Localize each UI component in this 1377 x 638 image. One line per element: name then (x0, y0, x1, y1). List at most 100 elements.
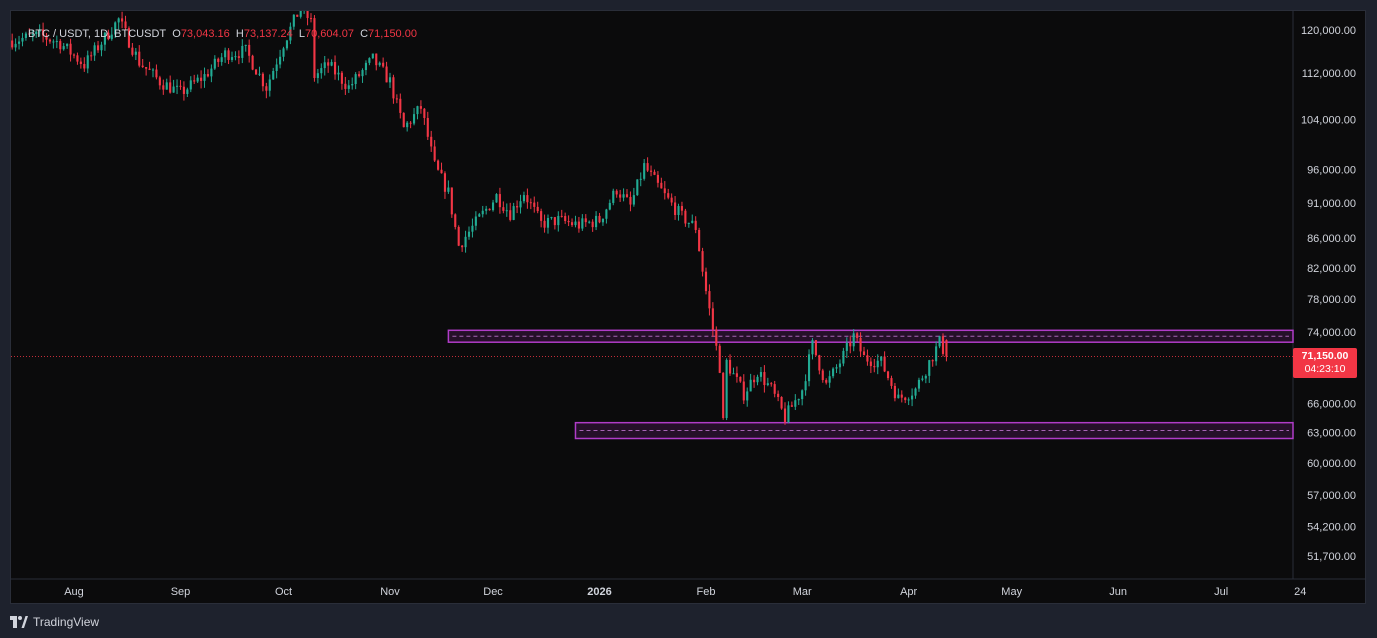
y-tick-label: 96,000.00 (1307, 164, 1356, 176)
x-tick-label: May (1001, 586, 1022, 598)
candle-body-111 (392, 77, 395, 99)
candle-body-246 (856, 333, 859, 339)
candle-body-71 (254, 69, 258, 75)
candle-body-24 (93, 45, 96, 56)
candle-body-149 (522, 195, 526, 202)
ohlc-legend: BTC / USDT, 1D, BTCUSDT O73,043.16 H73,1… (28, 28, 417, 40)
candle-body-175 (612, 190, 615, 203)
candle-body-141 (495, 194, 498, 203)
candle-body-202 (704, 271, 708, 292)
candle-body-104 (368, 58, 371, 63)
candle-body-122 (430, 136, 433, 147)
candle-body-65 (234, 56, 237, 58)
candle-body-53 (193, 80, 196, 82)
candle-body-48 (175, 85, 179, 87)
candle-body-235 (818, 355, 821, 371)
candle-body-249 (866, 355, 869, 362)
x-tick-label: Nov (380, 586, 400, 598)
candle-body-118 (416, 106, 419, 115)
candle-body-268 (931, 360, 934, 362)
footer-branding[interactable]: TradingView (10, 613, 99, 631)
candle-body-170 (595, 215, 598, 228)
candle-body-228 (794, 400, 797, 407)
candle-body-19 (76, 55, 79, 62)
candle-body-267 (928, 360, 931, 376)
y-tick-label: 51,700.00 (1307, 551, 1356, 563)
candle-body-142 (498, 194, 501, 208)
candle-body-196 (684, 210, 687, 224)
candle-body-52 (189, 80, 192, 90)
candle-body-57 (206, 74, 210, 77)
candle-body-51 (186, 89, 189, 94)
candle-body-215 (749, 379, 752, 392)
candle-body-46 (169, 82, 172, 93)
candle-body-152 (533, 202, 536, 207)
candle-body-222 (773, 384, 776, 394)
candle-body-250 (869, 361, 872, 367)
legend-open-value: 73,043.16 (180, 28, 230, 40)
candlestick-chart[interactable]: 120,000.00 112,000.00 104,000.00 96,000.00 9… (11, 11, 1365, 603)
candle-body-158 (553, 217, 556, 226)
candle-body-8 (38, 29, 41, 32)
candle-body-151 (529, 202, 532, 204)
candle-body-236 (821, 370, 824, 381)
candle-body-232 (807, 354, 811, 382)
candle-body-87 (309, 18, 313, 20)
x-tick-label: Mar (793, 586, 812, 598)
candle-body-241 (838, 363, 842, 368)
candle-body-92 (327, 62, 330, 66)
y-tick-label: 82,000.00 (1307, 263, 1356, 275)
candle-body-188 (656, 174, 659, 183)
candle-body-100 (354, 74, 357, 84)
candle-body-270 (938, 336, 941, 347)
candle-body-171 (598, 215, 601, 223)
x-tick-label: 24 (1294, 586, 1306, 598)
candle-body-194 (677, 206, 680, 216)
candle-body-148 (519, 201, 522, 208)
candle-body-258 (897, 394, 900, 399)
y-tick-label: 91,000.00 (1307, 198, 1356, 210)
candle-body-117 (412, 114, 416, 124)
candle-body-26 (100, 44, 103, 51)
candle-body-21 (83, 64, 86, 69)
candle-body-218 (759, 372, 763, 377)
candle-body-112 (395, 98, 398, 100)
candle-body-42 (155, 69, 158, 78)
candle-body-156 (546, 218, 550, 228)
candle-body-264 (917, 379, 921, 389)
candle-body-225 (783, 408, 787, 423)
candle-body-33 (124, 21, 127, 29)
candle-body-172 (601, 218, 605, 223)
candle-body-247 (859, 338, 862, 352)
candle-body-30 (114, 22, 117, 35)
candle-body-130 (457, 226, 460, 246)
candle-body-135 (474, 216, 477, 226)
candle-body-125 (440, 169, 443, 174)
candle-body-138 (485, 208, 488, 211)
candle-body-25 (96, 45, 100, 51)
candle-body-66 (237, 56, 240, 58)
legend-high-value: 73,137.24 (243, 28, 293, 40)
candle-body-251 (873, 366, 876, 368)
candle-body-17 (69, 43, 72, 55)
candle-body-123 (433, 146, 436, 161)
candle-body-88 (313, 18, 316, 78)
candle-body-179 (625, 194, 629, 197)
y-tick-label: 60,000.00 (1307, 458, 1356, 470)
candle-body-190 (663, 188, 666, 194)
candle-body-34 (127, 28, 131, 48)
legend-low-label: L (298, 28, 306, 40)
candle-body-80 (285, 40, 289, 49)
candle-body-178 (622, 194, 625, 198)
candle-body-102 (361, 70, 364, 77)
candle-body-259 (900, 394, 903, 398)
candle-body-126 (443, 173, 447, 192)
candle-body-155 (543, 220, 546, 228)
chart-frame: 120,000.00 112,000.00 104,000.00 96,000.00 9… (10, 10, 1366, 604)
candle-body-98 (347, 85, 350, 89)
candle-body-226 (787, 405, 790, 423)
candle-body-93 (330, 62, 333, 66)
candle-body-15 (62, 46, 65, 50)
candle-body-49 (179, 85, 182, 87)
candle-body-50 (182, 86, 185, 94)
